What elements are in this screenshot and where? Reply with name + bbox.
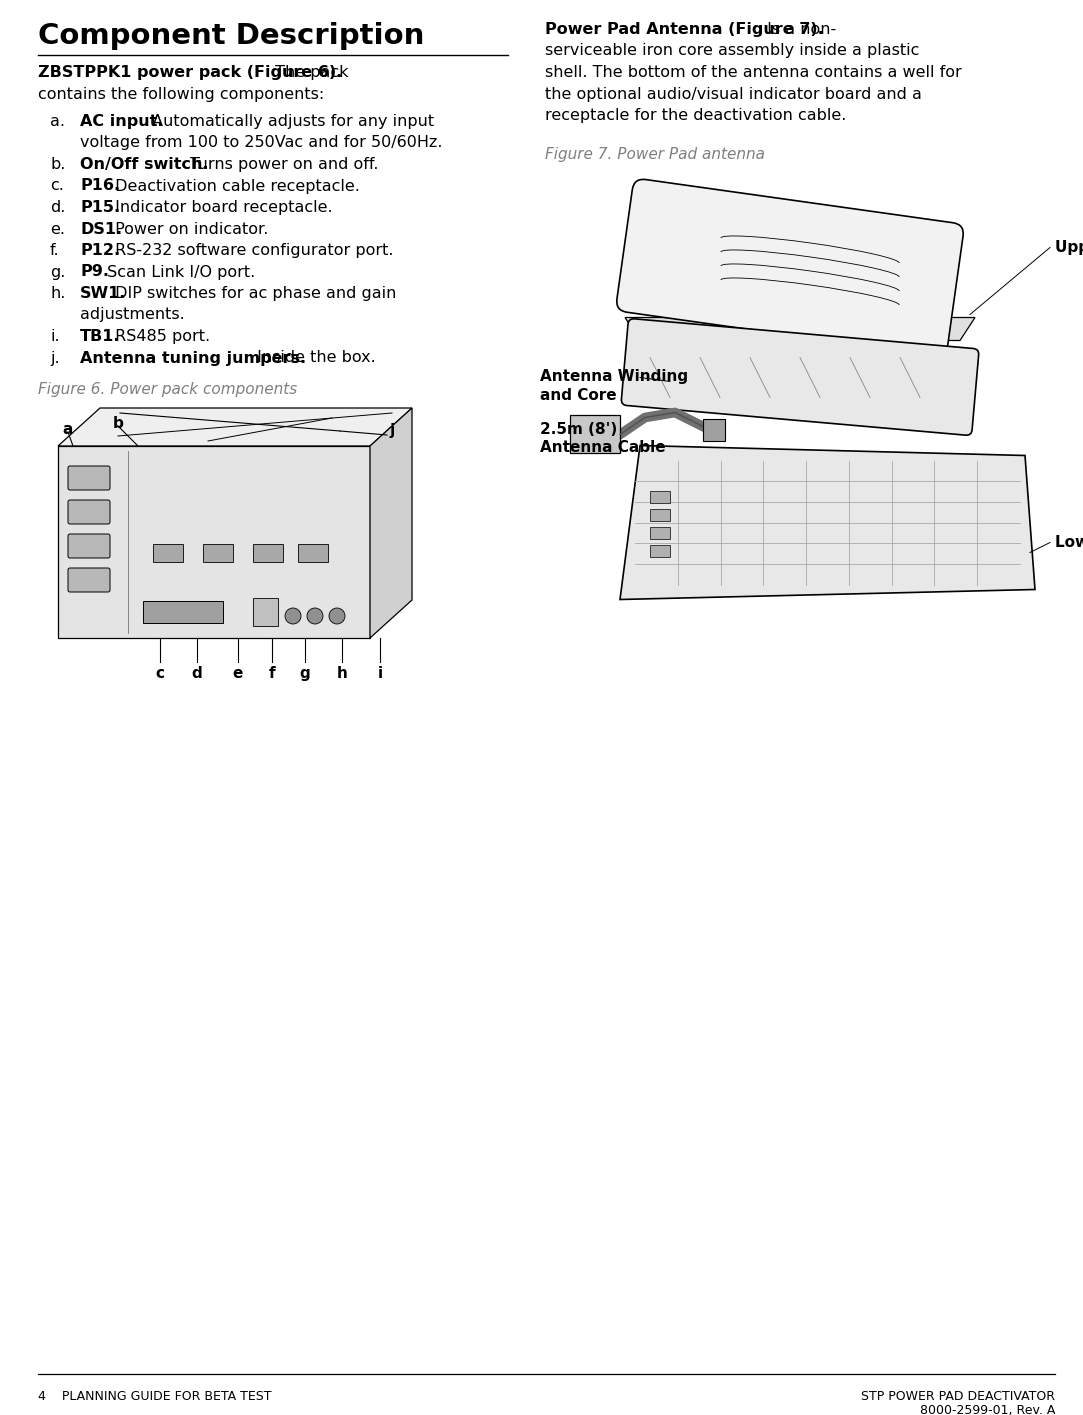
- Text: Deactivation cable receptacle.: Deactivation cable receptacle.: [109, 178, 360, 194]
- Text: SW1.: SW1.: [80, 286, 127, 301]
- Polygon shape: [370, 408, 412, 638]
- Text: Power Pad Antenna (Figure 7).: Power Pad Antenna (Figure 7).: [545, 23, 824, 37]
- Text: STP POWER PAD DEACTIVATOR: STP POWER PAD DEACTIVATOR: [861, 1390, 1055, 1404]
- Text: P15.: P15.: [80, 200, 120, 215]
- Text: DS1.: DS1.: [80, 222, 122, 236]
- Polygon shape: [58, 446, 370, 638]
- Circle shape: [285, 608, 301, 624]
- Text: Upper Housing: Upper Housing: [1055, 241, 1083, 255]
- Bar: [153, 543, 183, 562]
- FancyBboxPatch shape: [68, 567, 110, 591]
- Text: RS485 port.: RS485 port.: [109, 330, 210, 344]
- Text: e.: e.: [50, 222, 65, 236]
- Text: P9.: P9.: [80, 265, 109, 280]
- Bar: [570, 415, 619, 453]
- Text: P16.: P16.: [80, 178, 120, 194]
- Text: Figure 7. Power Pad antenna: Figure 7. Power Pad antenna: [545, 147, 765, 163]
- Text: the optional audio/visual indicator board and a: the optional audio/visual indicator boar…: [545, 86, 922, 102]
- Circle shape: [306, 608, 323, 624]
- Text: b: b: [113, 416, 123, 432]
- FancyBboxPatch shape: [68, 533, 110, 558]
- Text: Antenna Cable: Antenna Cable: [540, 440, 666, 456]
- Text: Antenna Winding: Antenna Winding: [540, 369, 688, 385]
- Polygon shape: [58, 408, 412, 446]
- Text: P12.: P12.: [80, 243, 120, 258]
- Text: and Core: and Core: [540, 388, 616, 402]
- Bar: [650, 491, 670, 502]
- Text: RS-232 software configurator port.: RS-232 software configurator port.: [109, 243, 393, 258]
- Text: Indicator board receptacle.: Indicator board receptacle.: [109, 200, 332, 215]
- Text: b.: b.: [50, 157, 65, 173]
- Text: a.: a.: [50, 115, 65, 129]
- Text: ZBSTPPK1 power pack (Figure 6).: ZBSTPPK1 power pack (Figure 6).: [38, 65, 342, 81]
- Text: e: e: [233, 666, 244, 681]
- Text: voltage from 100 to 250Vac and for 50/60Hz.: voltage from 100 to 250Vac and for 50/60…: [80, 136, 443, 150]
- Text: h: h: [337, 666, 348, 681]
- Text: g.: g.: [50, 265, 65, 280]
- Text: adjustments.: adjustments.: [80, 307, 185, 323]
- Text: Scan Link I/O port.: Scan Link I/O port.: [103, 265, 256, 280]
- Text: j: j: [390, 423, 394, 439]
- FancyBboxPatch shape: [68, 466, 110, 490]
- Text: f: f: [269, 666, 275, 681]
- Text: 4    PLANNING GUIDE FOR BETA TEST: 4 PLANNING GUIDE FOR BETA TEST: [38, 1390, 272, 1404]
- Text: contains the following components:: contains the following components:: [38, 86, 324, 102]
- FancyBboxPatch shape: [616, 180, 963, 355]
- Text: serviceable iron core assembly inside a plastic: serviceable iron core assembly inside a …: [545, 44, 919, 58]
- Bar: [143, 601, 223, 623]
- Text: Lower Housing: Lower Housing: [1055, 535, 1083, 550]
- Text: shell. The bottom of the antenna contains a well for: shell. The bottom of the antenna contain…: [545, 65, 962, 81]
- Text: Automatically adjusts for any input: Automatically adjusts for any input: [147, 115, 434, 129]
- Text: On/Off switch.: On/Off switch.: [80, 157, 209, 173]
- Text: d: d: [192, 666, 203, 681]
- Text: Antenna tuning jumpers.: Antenna tuning jumpers.: [80, 351, 306, 365]
- Bar: [703, 419, 725, 440]
- Bar: [650, 508, 670, 521]
- Text: c.: c.: [50, 178, 64, 194]
- Text: d.: d.: [50, 200, 65, 215]
- Text: Inside the box.: Inside the box.: [252, 351, 376, 365]
- Text: receptacle for the deactivation cable.: receptacle for the deactivation cable.: [545, 108, 847, 123]
- Bar: [650, 545, 670, 556]
- Text: Component Description: Component Description: [38, 23, 425, 50]
- Text: DIP switches for ac phase and gain: DIP switches for ac phase and gain: [109, 286, 396, 301]
- Bar: [650, 526, 670, 539]
- Polygon shape: [625, 317, 975, 341]
- Text: a: a: [63, 422, 74, 437]
- Bar: [253, 599, 278, 625]
- Bar: [253, 543, 283, 562]
- Text: j.: j.: [50, 351, 60, 365]
- FancyBboxPatch shape: [68, 499, 110, 524]
- Bar: [203, 543, 233, 562]
- Text: Figure 6. Power pack components: Figure 6. Power pack components: [38, 382, 297, 398]
- Text: Power on indicator.: Power on indicator.: [109, 222, 269, 236]
- Text: Is a non-: Is a non-: [761, 23, 836, 37]
- Text: 2.5m (8'): 2.5m (8'): [540, 423, 617, 437]
- FancyBboxPatch shape: [622, 318, 979, 436]
- Text: AC input.: AC input.: [80, 115, 164, 129]
- Text: c: c: [156, 666, 165, 681]
- Circle shape: [329, 608, 345, 624]
- Text: Turns power on and off.: Turns power on and off.: [184, 157, 378, 173]
- Bar: [298, 543, 328, 562]
- Text: 8000-2599-01, Rev. A: 8000-2599-01, Rev. A: [919, 1404, 1055, 1415]
- Polygon shape: [619, 446, 1035, 600]
- Text: h.: h.: [50, 286, 65, 301]
- Text: f.: f.: [50, 243, 60, 258]
- Text: TB1.: TB1.: [80, 330, 120, 344]
- Text: i.: i.: [50, 330, 60, 344]
- Text: The pack: The pack: [270, 65, 349, 81]
- Text: g: g: [300, 666, 311, 681]
- Text: i: i: [378, 666, 382, 681]
